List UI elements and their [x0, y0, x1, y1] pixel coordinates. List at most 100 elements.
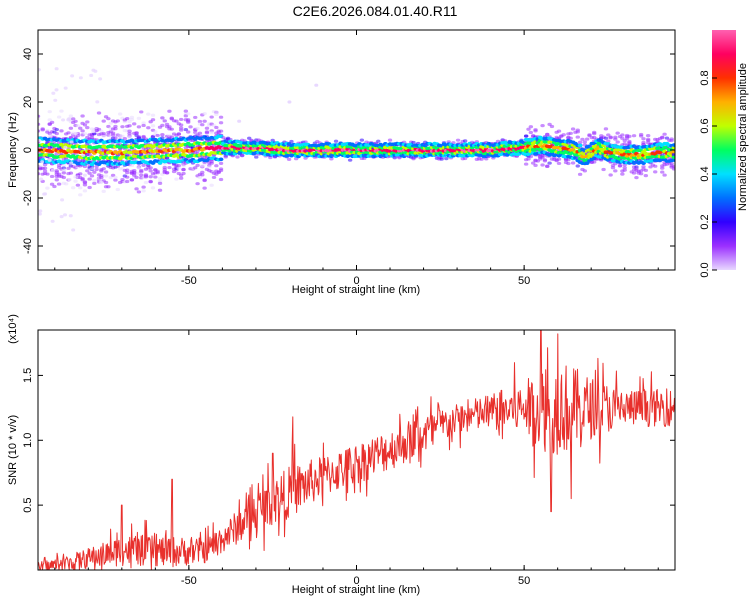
spectrogram-cell [146, 163, 151, 168]
spectrogram-cell [106, 185, 111, 189]
spectrogram-cell [150, 113, 156, 117]
spectrogram-cell [556, 157, 562, 161]
spectrogram-cell [54, 67, 59, 71]
spectrogram-cell [660, 166, 665, 170]
spectrogram-cell [113, 136, 118, 140]
snr-y-tick-label: 1.5 [22, 368, 34, 383]
spectrogram-cell [63, 182, 69, 186]
spectrogram-cell [545, 132, 550, 137]
spectrogram-cell [615, 131, 620, 135]
spectrogram-cell [209, 130, 214, 135]
spectrogram-cell [218, 115, 224, 119]
spectrogram-cell [106, 117, 111, 121]
spectrogram-cell [603, 127, 609, 131]
spectrogram-cell [568, 131, 573, 135]
spectrogram-cell [87, 171, 92, 175]
spectrogram-cell [641, 165, 646, 169]
spectrogram-cell [671, 165, 675, 169]
spectrogram-cell [40, 160, 45, 164]
spectrogram-cell [568, 136, 573, 140]
spectrogram-cell [42, 166, 48, 170]
spectrogram-cell [73, 119, 78, 123]
spectrogram-cell [127, 124, 132, 128]
spectrogram-cell [169, 135, 174, 139]
spectrogram-cell [547, 122, 552, 126]
spectrogram-cell [359, 138, 365, 142]
spectrogram-cell [68, 126, 74, 130]
snr-y-label: SNR (10 * v/v) [7, 415, 19, 485]
spectrogram-cell [181, 171, 186, 176]
spectrogram-cell [575, 135, 580, 139]
spectrogram-cell [631, 134, 637, 138]
spectrogram-cell [582, 140, 588, 144]
spectrogram-y-tick-label: 20 [22, 96, 34, 108]
snr-x-tick-label: 50 [518, 575, 530, 587]
spectrogram-cell [211, 175, 217, 180]
spectrogram-cell [202, 119, 207, 123]
spectrogram-cell [101, 131, 106, 136]
spectrogram-cell [653, 170, 658, 174]
spectrogram-cell [533, 163, 538, 167]
spectrogram-cell [577, 172, 583, 176]
spectrogram-cell [239, 153, 245, 157]
spectrogram-cell [643, 174, 649, 178]
spectrogram-cell [561, 133, 566, 137]
spectrogram-cell [148, 175, 153, 179]
spectrogram-cell [188, 125, 193, 129]
spectrogram-cell [387, 138, 393, 142]
spectrogram-cell [223, 155, 228, 159]
spectrogram-cell [526, 157, 531, 161]
colorbar: 0.0 0.2 0.4 0.6 0.8 Normalized spectral ampl… [699, 30, 749, 278]
spectrogram-cell [462, 156, 468, 161]
spectrogram-cell [606, 139, 611, 143]
spectrogram-cell [68, 214, 73, 218]
spectrogram-cell [254, 155, 259, 159]
snr-series-line [38, 330, 675, 570]
spectrogram-cell [164, 122, 170, 126]
spectrogram-cell [82, 173, 87, 177]
spectrogram-cell [141, 123, 146, 128]
spectrogram-cell [132, 173, 137, 177]
spectrogram-cell [176, 163, 182, 168]
spectrogram-cell [575, 164, 580, 168]
spectrogram-cell [547, 161, 552, 165]
spectrogram-cell [669, 138, 674, 143]
spectrogram-cell [87, 185, 92, 190]
spectrogram-cell [183, 127, 189, 132]
spectrogram-cell [80, 114, 85, 118]
spectrogram-cell [528, 130, 534, 135]
spectrogram-cell [42, 163, 48, 167]
spectrogram-cell [47, 118, 52, 122]
spectrogram-cell [108, 121, 113, 125]
spectrogram-cell [235, 155, 240, 159]
spectrogram-cell [608, 135, 613, 139]
spectrogram-cell [38, 122, 41, 126]
colorbar-tick-label: 0.2 [699, 214, 711, 229]
spectrogram-cell [53, 98, 58, 102]
spectrogram-cell [129, 115, 135, 119]
spectrogram-cell [73, 131, 78, 136]
spectrogram-cell [150, 186, 156, 190]
spectrogram-cell [200, 173, 205, 177]
spectrogram-cell [195, 163, 200, 167]
spectrogram-cell [660, 170, 665, 174]
spectrogram-cell [81, 153, 86, 157]
spectrogram-cell [141, 134, 146, 139]
spectrogram-cell [540, 163, 545, 167]
spectrogram-cell [139, 110, 144, 114]
spectrogram-cell [587, 133, 592, 137]
spectrogram-cell [61, 171, 67, 175]
spectrogram-cell [150, 124, 156, 128]
spectrogram-cell [664, 136, 670, 140]
spectrogram-cell [141, 121, 146, 125]
spectrogram-cell [150, 118, 156, 122]
spectrogram-cell [660, 135, 665, 139]
spectrogram-cell [540, 124, 545, 128]
spectrogram-cell [178, 176, 184, 180]
spectrogram-cell [42, 192, 47, 196]
spectrogram-cell [148, 179, 153, 184]
spectrogram-cell [38, 117, 41, 121]
spectrogram-cell [287, 100, 292, 104]
spectrogram-cell [523, 134, 529, 138]
spectrogram-cell [150, 135, 156, 139]
